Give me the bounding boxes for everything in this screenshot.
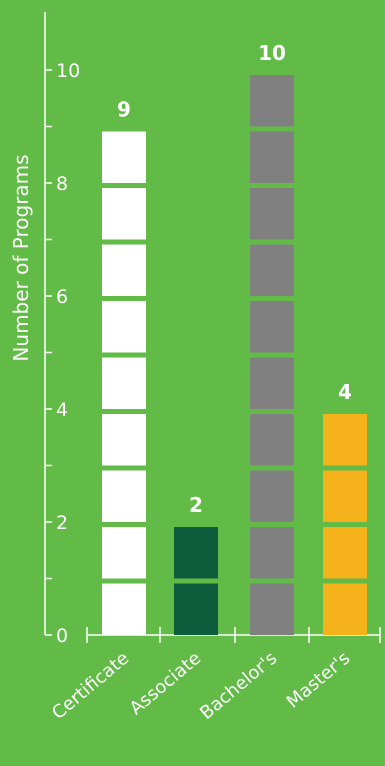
y-tick-label: 10 [56, 60, 80, 82]
bar-block [250, 188, 294, 240]
y-tick-label: 6 [56, 286, 68, 308]
bar-block [250, 75, 294, 127]
bar-block [102, 527, 146, 579]
bar-associate [174, 527, 218, 635]
category-label: Master's [283, 648, 355, 713]
y-tick-label: 4 [56, 399, 68, 421]
bar-block [102, 470, 146, 522]
bar-block [250, 470, 294, 522]
y-tick-label: 8 [56, 173, 68, 195]
bar-block [250, 301, 294, 353]
y-axis: 0 2 4 6 8 10 [44, 12, 80, 647]
bar-block [174, 583, 218, 635]
y-tick-label: 2 [56, 512, 68, 534]
bar-masters [323, 414, 367, 635]
bar-block [250, 583, 294, 635]
bar-block [250, 357, 294, 409]
bar-block [102, 357, 146, 409]
bar-block [323, 583, 367, 635]
bar-block [102, 301, 146, 353]
bar-block [102, 188, 146, 240]
bar-block [102, 414, 146, 466]
bar-block [102, 583, 146, 635]
value-label: 2 [189, 493, 203, 517]
bar-block [174, 527, 218, 579]
bar-block [250, 244, 294, 296]
value-label: 9 [117, 98, 131, 122]
category-label: Certificate [48, 648, 133, 724]
bar-block [250, 131, 294, 183]
bars [102, 75, 367, 635]
category-label: Bachelor's [196, 648, 281, 724]
bar-block [102, 244, 146, 296]
bar-block [323, 414, 367, 466]
bar-block [250, 414, 294, 466]
y-axis-title: Number of Programs [9, 154, 33, 361]
category-label: Associate [126, 648, 205, 719]
bar-block [250, 527, 294, 579]
value-label: 10 [258, 41, 286, 65]
value-labels: 9 2 10 4 [117, 41, 352, 517]
bar-block [323, 470, 367, 522]
bar-bachelors [250, 75, 294, 635]
bar-block [102, 131, 146, 183]
bar-certificate [102, 131, 146, 635]
bar-block [323, 527, 367, 579]
y-tick-label: 0 [56, 625, 68, 647]
value-label: 4 [338, 380, 352, 404]
